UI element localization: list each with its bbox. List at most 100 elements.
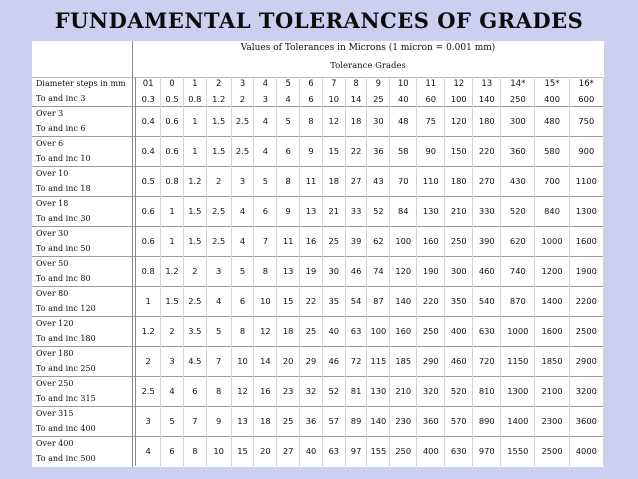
tolerance-value: 4 [231, 196, 255, 227]
tolerance-value: 52 [322, 376, 346, 407]
tolerance-value: 97 [345, 436, 368, 466]
grade-heading: 12 [444, 77, 474, 92]
tolerance-value: 4 [206, 286, 232, 317]
tolerance-value: 35 [322, 286, 346, 317]
tolerance-value: 72 [345, 346, 368, 377]
tolerance-value: 1.5 [206, 106, 232, 137]
tolerance-value: 600 [569, 91, 605, 107]
grade-heading: 14* [500, 77, 536, 92]
table-row-continuation: To and inc 6 [32, 121, 604, 137]
diameter-range-start: Over 18 [32, 196, 137, 212]
table-row-continuation: To and inc 18 [32, 181, 604, 197]
tolerance-value: 900 [569, 136, 605, 167]
tolerance-value: 9 [206, 406, 232, 437]
tolerance-value: 700 [534, 166, 570, 197]
tolerance-value: 810 [472, 376, 502, 407]
tolerance-value: 0.6 [160, 106, 184, 137]
tolerance-value: 25 [276, 406, 301, 437]
tolerance-value: 185 [389, 346, 418, 377]
table-row-continuation: To and inc 80 [32, 271, 604, 287]
grade-heading: 4 [253, 77, 278, 92]
tolerance-value: 0.6 [135, 226, 162, 257]
diameter-range-start: Over 315 [32, 406, 137, 422]
tolerance-value: 520 [500, 196, 536, 227]
grade-heading: 0 [160, 77, 184, 92]
tolerance-table: Diameter steps in mm 01 0 1 2 3 4 5 6 7 8 9 10 11 12 13… [32, 77, 605, 466]
diameter-range-end: To and inc 500 [32, 451, 137, 466]
tolerance-value: 1.5 [183, 226, 207, 257]
table-row-continuation: To and inc 30 [32, 211, 604, 227]
tolerance-value: 2100 [534, 376, 570, 407]
tolerance-value: 32 [299, 376, 323, 407]
tolerance-value: 2500 [569, 316, 605, 347]
tolerance-value: 1900 [569, 256, 605, 287]
tolerance-value: 210 [389, 376, 418, 407]
tolerance-value: 2300 [534, 406, 570, 437]
table-row: Over 3 0.4 0.6 1 1.5 2.5 4 5 8 12 18 30 48 75 120 180 30… [32, 106, 605, 137]
tolerance-value: 1600 [569, 226, 605, 257]
diameter-range-start: Over 3 [32, 106, 137, 122]
tolerance-value: 29 [299, 346, 323, 377]
tolerance-value: 630 [472, 316, 502, 347]
table-row-continuation: To and inc 400 [32, 421, 604, 437]
tolerance-value: 20 [276, 346, 301, 377]
diameter-range-end: To and inc 180 [32, 331, 137, 347]
tolerance-value: 250 [416, 316, 446, 347]
tolerance-value: 330 [472, 196, 502, 227]
tolerance-value: 1 [160, 226, 184, 257]
tolerance-value: 1.5 [183, 196, 207, 227]
tolerance-value: 570 [444, 406, 474, 437]
tolerance-value: 100 [366, 316, 391, 347]
tolerance-value: 0.8 [160, 166, 184, 197]
tolerance-value: 25 [366, 91, 391, 107]
tolerance-value: 5 [160, 406, 184, 437]
tolerance-value: 300 [444, 256, 474, 287]
tolerance-value: 3 [231, 166, 255, 197]
tolerance-value: 4 [231, 226, 255, 257]
tolerance-value: 25 [299, 316, 323, 347]
tolerance-value: 15 [276, 286, 301, 317]
tolerance-value: 60 [416, 91, 446, 107]
tolerance-value: 22 [345, 136, 368, 167]
table-row: Over 120 1.2 2 3.5 5 8 12 18 25 40 63 100 160 250 400 6… [32, 316, 605, 347]
tolerance-value: 3 [206, 256, 232, 287]
tolerance-value: 6 [276, 136, 301, 167]
tolerance-value: 0.8 [183, 91, 207, 107]
tolerance-value: 12 [253, 316, 278, 347]
tolerance-value: 8 [299, 106, 323, 137]
tolerance-value: 10 [253, 286, 278, 317]
tolerance-value: 74 [366, 256, 391, 287]
tolerance-value: 0.6 [160, 136, 184, 167]
tolerance-value: 2200 [569, 286, 605, 317]
tolerance-value: 70 [389, 166, 418, 197]
tolerance-value: 89 [345, 406, 368, 437]
tolerance-value: 20 [253, 436, 278, 466]
tolerance-value: 18 [276, 316, 301, 347]
diameter-range-start: Over 120 [32, 316, 137, 332]
tolerance-value: 2900 [569, 346, 605, 377]
tolerance-sheet: Values of Tolerances in Microns (1 micro… [32, 41, 605, 467]
tolerance-value: 87 [366, 286, 391, 317]
tolerance-value: 210 [444, 196, 474, 227]
tolerance-value: 6 [160, 436, 184, 466]
tolerance-value: 480 [534, 106, 570, 137]
tolerance-value: 5 [253, 166, 278, 197]
tolerance-value: 54 [345, 286, 368, 317]
tolerance-value: 320 [416, 376, 446, 407]
tolerance-value: 58 [389, 136, 418, 167]
table-row: Over 315 3 5 7 9 13 18 25 36 57 89 140 230 360 570 890 1… [32, 406, 605, 437]
grade-heading: 7 [322, 77, 346, 92]
table-header-area: Values of Tolerances in Microns (1 micro… [32, 41, 604, 78]
tolerance-value: 140 [472, 91, 502, 107]
tolerance-value: 8 [231, 316, 255, 347]
tolerance-value: 2 [206, 166, 232, 197]
tolerance-value: 1.2 [183, 166, 207, 197]
tolerance-value: 0.5 [160, 91, 184, 107]
tolerance-value: 9 [276, 196, 301, 227]
tolerance-value: 21 [322, 196, 346, 227]
diameter-range-start: Over 250 [32, 376, 137, 392]
tolerance-value: 630 [444, 436, 474, 466]
tolerance-value: 720 [472, 346, 502, 377]
tolerance-value: 1300 [569, 196, 605, 227]
tolerance-value: 14 [253, 346, 278, 377]
